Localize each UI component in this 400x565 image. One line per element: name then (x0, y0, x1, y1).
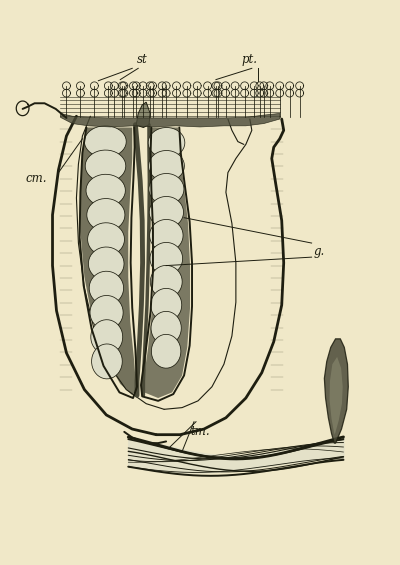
Polygon shape (150, 219, 183, 251)
Text: pt.: pt. (242, 53, 258, 66)
Polygon shape (149, 197, 184, 228)
Polygon shape (149, 173, 184, 205)
Polygon shape (80, 128, 136, 396)
Polygon shape (136, 102, 150, 128)
Text: cm.: cm. (26, 172, 47, 185)
Polygon shape (89, 271, 124, 305)
Text: g.: g. (314, 245, 325, 258)
Text: st: st (137, 53, 148, 66)
Polygon shape (151, 288, 182, 321)
Polygon shape (92, 344, 122, 379)
Polygon shape (60, 114, 280, 127)
Polygon shape (88, 223, 124, 256)
Polygon shape (86, 174, 125, 207)
Polygon shape (84, 126, 126, 158)
Polygon shape (85, 150, 126, 182)
Polygon shape (151, 311, 181, 345)
Polygon shape (148, 150, 184, 181)
Polygon shape (143, 128, 190, 398)
Polygon shape (324, 339, 348, 443)
Polygon shape (150, 242, 183, 275)
Polygon shape (148, 128, 185, 158)
Polygon shape (330, 357, 343, 434)
Polygon shape (87, 198, 125, 231)
Polygon shape (150, 266, 182, 298)
Polygon shape (152, 334, 181, 368)
Polygon shape (91, 320, 123, 354)
Text: tm.: tm. (190, 425, 210, 438)
Polygon shape (88, 247, 124, 280)
Polygon shape (90, 295, 123, 329)
